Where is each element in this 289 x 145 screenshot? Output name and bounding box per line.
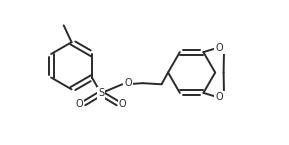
Text: O: O (75, 99, 83, 109)
Text: O: O (124, 78, 132, 88)
Text: O: O (216, 92, 223, 102)
Text: O: O (216, 43, 223, 53)
Text: O: O (119, 99, 127, 109)
Text: S: S (98, 88, 104, 98)
